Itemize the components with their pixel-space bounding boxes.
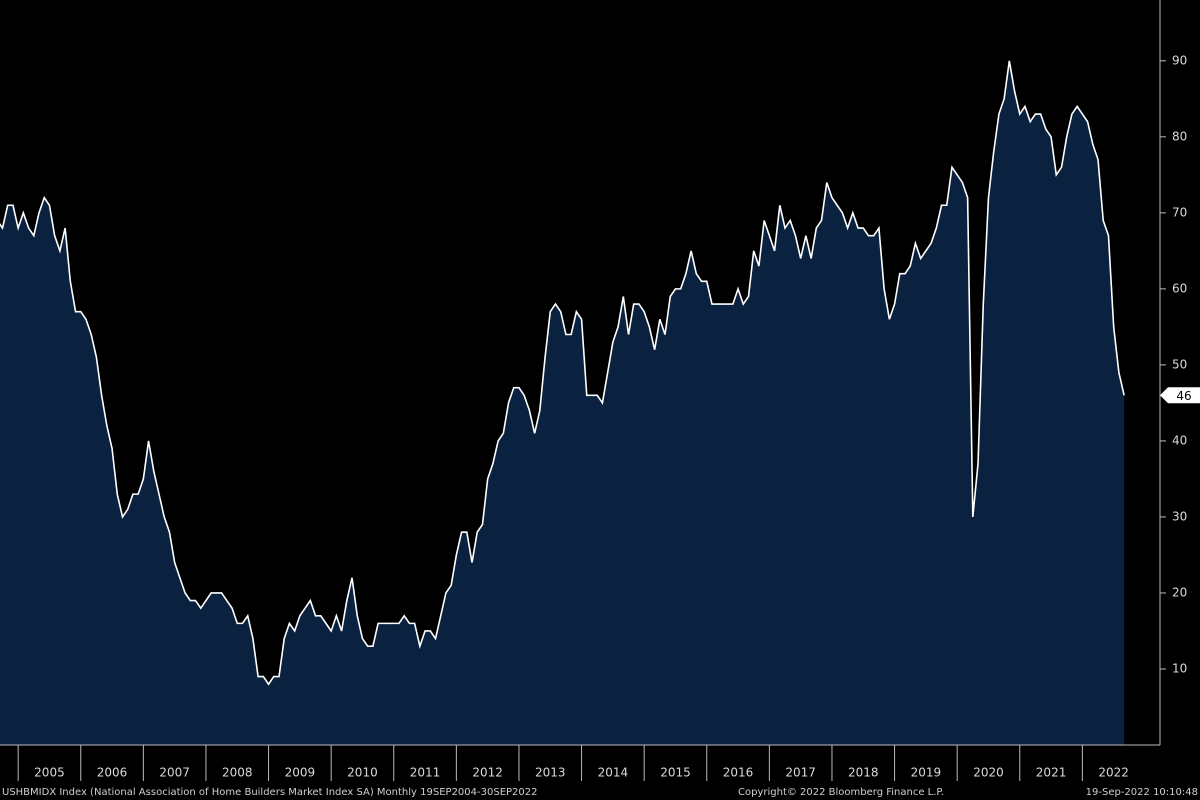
y-tick-label: 20 [1172, 585, 1187, 599]
y-tick-label: 60 [1172, 281, 1187, 295]
x-tick-label: 2019 [911, 766, 942, 780]
y-tick-label: 70 [1172, 205, 1187, 219]
x-tick-label: 2017 [785, 766, 816, 780]
axes: 10 20 30 40 50 60 70 80 90 2005 2006 2007 2008 2009 20… [17, 53, 1200, 781]
x-tick-label: 2009 [285, 766, 316, 780]
line [0, 60, 1125, 686]
plot-area [0, 60, 1125, 745]
last-value-box [1160, 387, 1200, 404]
y-tick-label: 90 [1172, 53, 1187, 67]
x-tick-label: 2013 [535, 766, 566, 780]
timestamp: 19-Sep-2022 10:10:48 [1086, 787, 1198, 798]
area-fill [0, 60, 1125, 745]
x-tick-label: 2020 [973, 766, 1004, 780]
y-tick-label: 80 [1172, 129, 1187, 143]
x-tick-label: 2006 [97, 766, 128, 780]
x-tick-label: 2022 [1098, 766, 1129, 780]
x-tick-label: 2014 [598, 766, 629, 780]
last-value-label: 46 [1176, 389, 1191, 403]
copyright: Copyright© 2022 Bloomberg Finance L.P. [738, 787, 944, 798]
x-tick-label: 2010 [347, 766, 378, 780]
y-tick-label: 40 [1172, 433, 1187, 447]
x-tick-label: 2011 [410, 766, 441, 780]
x-tick-label: 2007 [159, 766, 190, 780]
x-tick-label: 2012 [472, 766, 503, 780]
y-tick-label: 50 [1172, 357, 1187, 371]
y-tick-label: 30 [1172, 509, 1187, 523]
x-tick-label: 2008 [222, 766, 253, 780]
x-tick-label: 2021 [1036, 766, 1067, 780]
x-tick-label: 2005 [34, 766, 65, 780]
x-tick-label: 2016 [723, 766, 754, 780]
series-description: USHBMIDX Index (National Association of … [2, 787, 538, 798]
x-tick-label: 2015 [660, 766, 691, 780]
y-tick-label: 10 [1172, 661, 1187, 675]
x-tick-label: 2018 [848, 766, 879, 780]
